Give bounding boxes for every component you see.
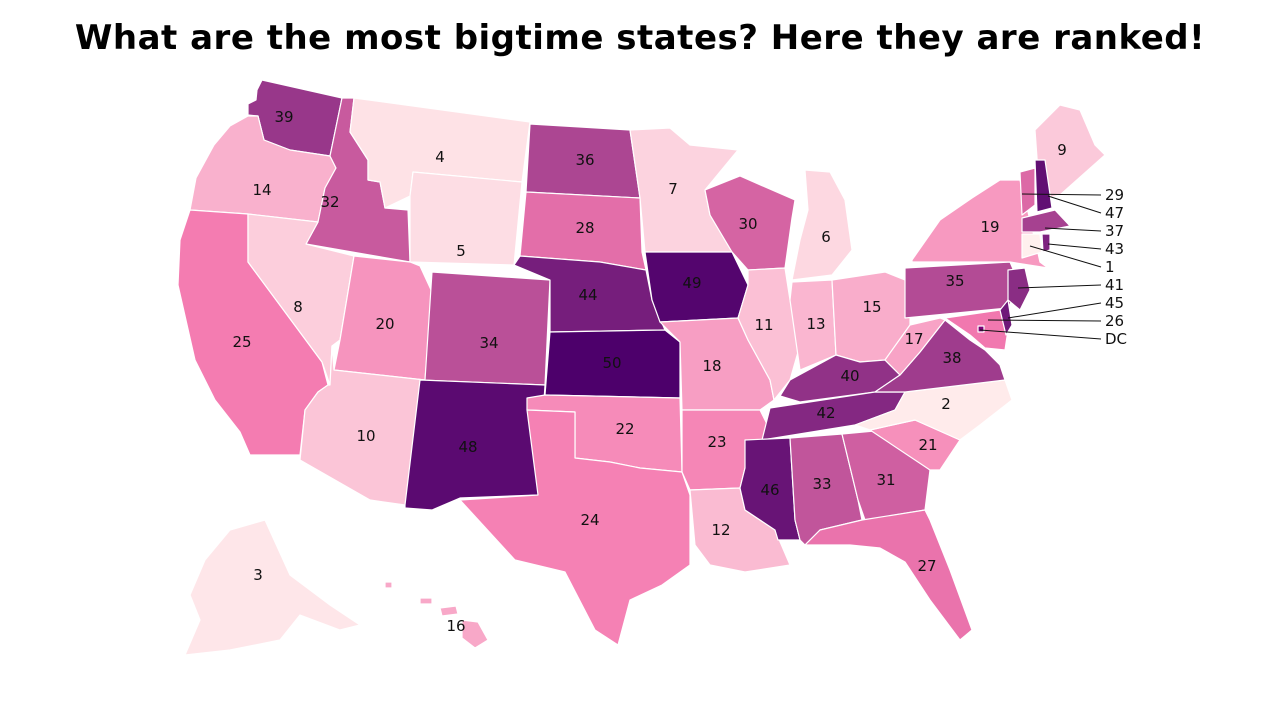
state-in	[789, 279, 837, 371]
leader-line-de	[1007, 302, 1102, 319]
rank-label-ut: 20	[375, 315, 394, 333]
leader-line-ct	[1029, 245, 1102, 268]
callout-label-ri: 43	[1105, 240, 1124, 258]
rank-label-az: 10	[356, 427, 375, 445]
state-nc	[854, 379, 1013, 441]
rank-label-nd: 36	[575, 151, 594, 169]
state-wv	[884, 317, 946, 376]
leader-line-nh	[1047, 195, 1102, 214]
state-mi	[791, 169, 853, 281]
rank-label-tn: 42	[816, 404, 835, 422]
rank-label-mo: 18	[702, 357, 721, 375]
rank-label-wv: 17	[904, 330, 923, 348]
rank-label-ky: 40	[840, 367, 859, 385]
state-wy	[409, 171, 523, 266]
rank-label-wy: 5	[456, 242, 466, 260]
state-nj	[1007, 267, 1031, 311]
rank-label-la: 12	[711, 521, 730, 539]
rank-label-ak: 3	[253, 566, 263, 584]
rank-label-wa: 39	[274, 108, 293, 126]
rank-label-ny: 19	[980, 218, 999, 236]
state-tx	[459, 409, 691, 646]
rank-label-ne: 44	[578, 286, 597, 304]
rank-label-ar: 23	[707, 433, 726, 451]
leader-line-vt	[1021, 193, 1102, 196]
rank-label-il: 11	[754, 316, 773, 334]
rank-label-va: 38	[942, 349, 961, 367]
rank-label-mt: 4	[435, 148, 445, 166]
rank-label-id: 32	[320, 193, 339, 211]
leader-line-nj	[1017, 284, 1102, 289]
rank-label-sc: 21	[918, 436, 937, 454]
state-vt	[1019, 167, 1036, 216]
rank-label-pa: 35	[945, 272, 964, 290]
rank-label-sd: 28	[575, 219, 594, 237]
rank-label-tx: 24	[580, 511, 599, 529]
rank-label-ia: 49	[682, 274, 701, 292]
state-ct	[1021, 233, 1043, 259]
rank-label-or: 14	[252, 181, 271, 199]
callout-label-md: 26	[1105, 312, 1124, 330]
leader-line-ma	[1044, 227, 1102, 232]
rank-label-ga: 31	[876, 471, 895, 489]
rank-label-mi: 6	[821, 228, 831, 246]
rank-label-ks: 50	[602, 354, 621, 372]
state-dc	[977, 325, 985, 333]
rank-label-hi: 16	[446, 617, 465, 635]
rank-label-ok: 22	[615, 420, 634, 438]
rank-label-ca: 25	[232, 333, 251, 351]
state-hi	[384, 581, 489, 649]
state-co	[419, 271, 551, 386]
leader-line-md	[987, 319, 1102, 322]
rank-label-mn: 7	[668, 180, 678, 198]
callout-label-de: 45	[1105, 294, 1124, 312]
state-ak	[184, 519, 361, 656]
map-title: What are the most bigtime states? Here t…	[74, 18, 1206, 58]
state-nv	[247, 213, 355, 386]
state-mt	[349, 97, 531, 209]
state-ks	[544, 329, 681, 399]
rank-label-in: 13	[806, 315, 825, 333]
rank-label-al: 33	[812, 475, 831, 493]
rank-label-fl: 27	[917, 557, 936, 575]
state-de	[999, 299, 1013, 336]
leader-line-ri	[1047, 243, 1102, 250]
leader-line-dc	[979, 329, 1102, 340]
rank-label-nm: 48	[458, 438, 477, 456]
rank-label-nv: 8	[293, 298, 303, 316]
rank-label-wi: 30	[738, 215, 757, 233]
rank-label-oh: 15	[862, 298, 881, 316]
rank-label-co: 34	[479, 334, 498, 352]
callout-label-ct: 1	[1105, 258, 1115, 276]
callout-label-nh: 47	[1105, 204, 1124, 222]
rank-label-nc: 2	[941, 395, 951, 413]
callout-label-nj: 41	[1105, 276, 1124, 294]
callout-label-ma: 37	[1105, 222, 1124, 240]
callout-label-dc: DC	[1105, 330, 1127, 348]
state-ri	[1041, 233, 1051, 253]
callout-label-vt: 29	[1105, 186, 1124, 204]
state-fl	[804, 509, 973, 641]
rank-label-ms: 46	[760, 481, 779, 499]
state-il	[737, 267, 801, 401]
rank-label-me: 9	[1057, 141, 1067, 159]
state-az	[299, 345, 426, 506]
